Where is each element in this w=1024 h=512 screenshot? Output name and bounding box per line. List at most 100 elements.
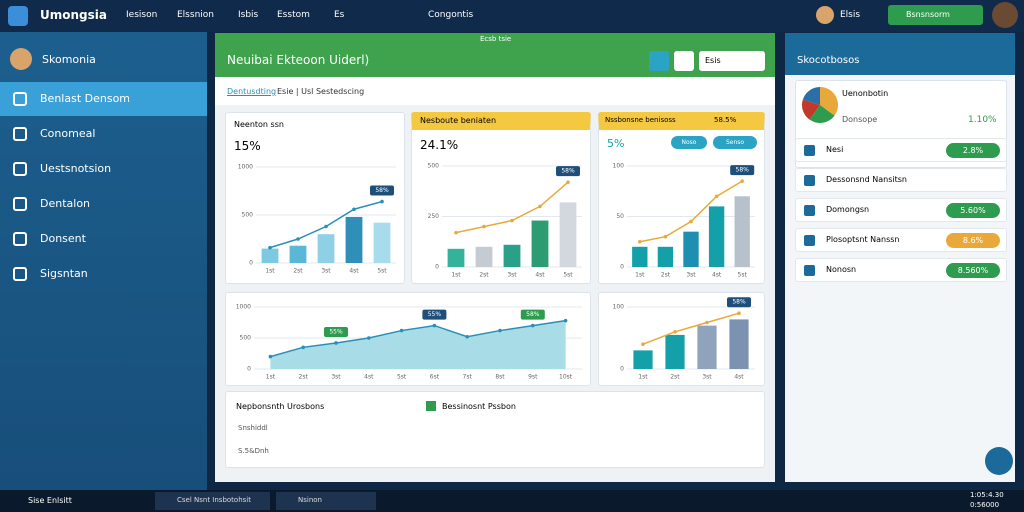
menu-item[interactable]: Elssnion bbox=[177, 10, 214, 20]
card-value: 24.1% bbox=[420, 138, 459, 152]
summary-value: 1.10% bbox=[968, 115, 997, 125]
button[interactable]: Bsnsnsorm bbox=[888, 5, 983, 25]
topbar: Umongsia Iesison Elssnion Isbis Esstom Es Con… bbox=[0, 0, 1024, 32]
x-tick-label: 2st bbox=[661, 272, 671, 279]
fab[interactable] bbox=[985, 447, 1013, 475]
taskbar: Sise Enlsitt Csel Nsnt Insbotohsit Nsino… bbox=[0, 490, 1024, 512]
nav-label: Conomeal bbox=[40, 127, 96, 140]
badge bbox=[520, 309, 545, 320]
menu-item[interactable]: Congontis bbox=[428, 10, 474, 20]
task[interactable]: Nsinon bbox=[276, 492, 376, 510]
nav-item[interactable]: Sigsntan bbox=[0, 257, 207, 291]
tab[interactable]: Esie | Usl Sestedscing bbox=[277, 87, 365, 96]
badge-label: 58% bbox=[526, 311, 540, 318]
point bbox=[689, 219, 693, 224]
point bbox=[737, 311, 741, 315]
bar bbox=[665, 334, 685, 369]
point bbox=[465, 334, 469, 339]
right-panel: Skocotbosos Uenonbotin Donsope 1.10% Nes… bbox=[785, 33, 1015, 482]
x-tick-label: 3st bbox=[507, 272, 517, 279]
nav-icon bbox=[13, 267, 27, 281]
menu-item[interactable]: Es bbox=[334, 10, 345, 20]
tab-bar: Dentusdting Esie | Usl Sestedscing bbox=[215, 77, 775, 105]
pill[interactable]: Noso bbox=[671, 136, 707, 149]
badge-label: 55% bbox=[329, 328, 343, 335]
row-icon bbox=[804, 145, 815, 156]
nav-icon bbox=[13, 92, 27, 106]
point bbox=[454, 230, 458, 235]
chart: 0 500 1000 1st 2st 3st 4st 5st 6st 7st 8st 9st 10st 5… bbox=[236, 304, 582, 381]
row-icon bbox=[804, 265, 815, 276]
nav-item[interactable]: Dentalon bbox=[0, 187, 207, 221]
bar bbox=[632, 246, 648, 267]
point bbox=[663, 234, 668, 239]
point bbox=[705, 320, 709, 325]
y-tick-label: 1000 bbox=[236, 304, 251, 311]
y-tick-label: 500 bbox=[428, 163, 440, 170]
x-tick-label: 9st bbox=[528, 374, 538, 381]
point bbox=[324, 224, 328, 229]
row-icon bbox=[804, 205, 815, 216]
x-tick-label: 10st bbox=[559, 374, 573, 381]
row[interactable]: Plosoptsnt Nanssn 8.6% bbox=[795, 228, 1007, 252]
point bbox=[714, 194, 719, 199]
point bbox=[296, 237, 300, 241]
pie-slice bbox=[802, 87, 820, 105]
point bbox=[740, 179, 744, 183]
badge-label: 58% bbox=[561, 168, 575, 175]
nav-item[interactable]: Donsent bbox=[0, 222, 207, 256]
menu-item[interactable]: Iesison bbox=[126, 10, 158, 20]
row[interactable]: Dessonsnd Nansitsn bbox=[795, 168, 1007, 192]
y-tick-label: 50 bbox=[616, 213, 624, 220]
bar bbox=[697, 325, 717, 369]
nav-item[interactable]: Uestsnotsion bbox=[0, 152, 207, 186]
row[interactable]: Nesi 2.8% bbox=[795, 138, 1007, 162]
nav-item[interactable]: Benlast Densom bbox=[0, 82, 207, 116]
task-label: Csel Nsnt Insbotohsit bbox=[177, 496, 251, 504]
start[interactable]: Sise Enlsitt bbox=[28, 496, 72, 505]
y-tick-label: 0 bbox=[435, 264, 439, 271]
x-tick-label: 3st bbox=[321, 268, 331, 275]
x-tick-label: 4st bbox=[364, 374, 374, 381]
point bbox=[641, 342, 645, 346]
list-title: Nepbonsnth Urosbons bbox=[236, 402, 325, 411]
line bbox=[642, 312, 740, 345]
bar bbox=[289, 245, 307, 263]
nav-label: Uestsnotsion bbox=[40, 162, 112, 175]
panel-header: Ecsb tsie Neuibai Ekteoon Uiderl) Esis bbox=[215, 33, 775, 77]
window-title: Ecsb tsie bbox=[480, 35, 512, 43]
user-name[interactable]: Elsis bbox=[840, 10, 861, 20]
row[interactable]: Nonosn 8.560% bbox=[795, 258, 1007, 282]
task[interactable]: Csel Nsnt Insbotohsit bbox=[155, 492, 270, 510]
x-tick-label: 4st bbox=[349, 268, 359, 275]
y-tick-label: 100 bbox=[613, 163, 625, 170]
icon-button[interactable] bbox=[674, 51, 694, 71]
tab[interactable]: Dentusdting bbox=[227, 87, 277, 96]
bar bbox=[708, 206, 725, 267]
point bbox=[268, 354, 273, 359]
pill[interactable]: Senso bbox=[713, 136, 757, 149]
nav-item[interactable]: Conomeal bbox=[0, 117, 207, 151]
point bbox=[399, 328, 404, 333]
bar bbox=[373, 222, 391, 263]
nav-label: Dentalon bbox=[40, 197, 91, 210]
profile-photo bbox=[992, 2, 1018, 28]
avatar bbox=[816, 6, 834, 24]
icon-button[interactable] bbox=[649, 51, 669, 71]
x-tick-label: 5st bbox=[397, 374, 407, 381]
menu-item[interactable]: Esstom bbox=[277, 10, 310, 20]
row[interactable]: Domongsn 5.60% bbox=[795, 198, 1007, 222]
point bbox=[301, 345, 305, 350]
select[interactable]: Esis bbox=[699, 51, 765, 71]
chart: 0 50 100 1st 2st 3st 4st 5st 58% bbox=[613, 163, 755, 279]
x-tick-label: 8st bbox=[495, 374, 505, 381]
panel-title: Skocotbosos bbox=[797, 55, 860, 66]
x-tick-label: 2st bbox=[293, 268, 303, 275]
x-tick-label: 3st bbox=[702, 374, 712, 381]
point bbox=[498, 328, 502, 333]
list-item: Snshiddl bbox=[238, 424, 268, 432]
menu-item[interactable]: Isbis bbox=[238, 10, 259, 20]
y-tick-label: 100 bbox=[613, 304, 625, 311]
card: Nesboute beniaten 24.1% 0 250 500 1st 2st 3st… bbox=[411, 112, 591, 284]
checkbox[interactable] bbox=[426, 401, 436, 411]
